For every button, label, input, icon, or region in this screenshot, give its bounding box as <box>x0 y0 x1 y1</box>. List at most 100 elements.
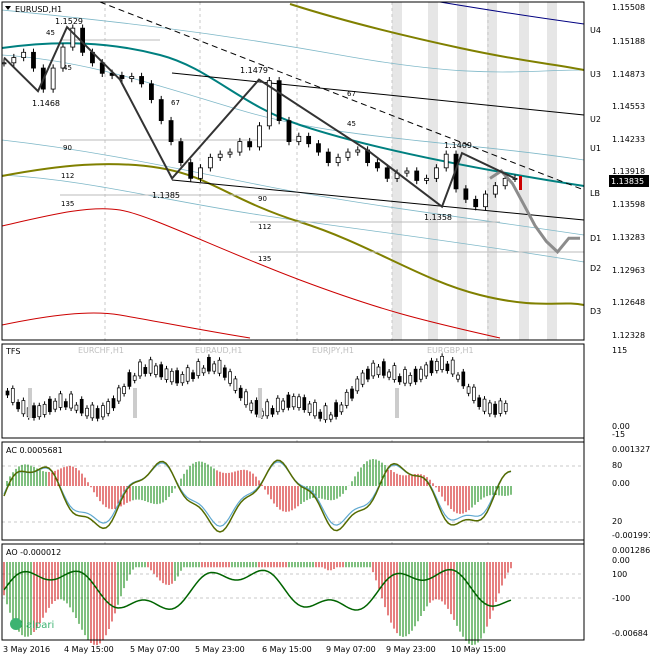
price-candle-body <box>355 149 361 153</box>
tfs-grey-bar <box>258 388 262 418</box>
time-tick: 4 May 15:00 <box>64 645 114 654</box>
price-candle-body <box>483 193 488 208</box>
tfs-bar <box>371 362 376 377</box>
angle-label: 45 <box>347 120 356 128</box>
tfs-bar <box>106 401 111 414</box>
price-tick: 1.13598 <box>612 200 645 209</box>
tfs-bar <box>376 366 381 376</box>
ac-histogram <box>3 459 512 533</box>
price-candle-body <box>296 135 302 142</box>
price-candle-body <box>198 167 203 179</box>
price-candle-body <box>158 99 164 121</box>
tfs-bar <box>95 408 100 419</box>
tfs-bar <box>392 365 397 380</box>
price-candle-body <box>247 141 253 148</box>
tfs-bar <box>148 359 153 374</box>
collapse-arrow-icon[interactable] <box>5 6 11 10</box>
point-label-1358: 1.1358 <box>424 213 452 222</box>
price-tick: 1.14233 <box>612 135 645 144</box>
price-candle-body <box>375 162 380 169</box>
tfs-bar <box>53 400 58 410</box>
current-price-tag <box>609 175 649 187</box>
point-label-1468: 1.1468 <box>32 99 60 108</box>
time-tick: 9 May 07:00 <box>326 645 376 654</box>
tfs-bar <box>244 391 248 406</box>
tfs-bar <box>456 374 460 380</box>
tfs-bar <box>207 356 211 372</box>
price-candle-body <box>404 170 410 174</box>
tfs-axis-tick: 0.00 <box>612 422 630 431</box>
level-label-d2: D2 <box>590 264 601 273</box>
tfs-bar <box>143 367 148 374</box>
tfs-bar <box>397 376 402 383</box>
tfs-bar <box>127 372 132 387</box>
tfs-bar <box>339 404 344 413</box>
price-tick: 1.14553 <box>612 102 645 111</box>
tfs-bar <box>5 390 10 396</box>
price-candle-body <box>178 141 184 163</box>
price-candle-body <box>168 120 174 142</box>
tfs-bar <box>159 364 164 378</box>
price-candle-body <box>1 62 7 65</box>
dashed-trendline <box>99 1 585 191</box>
ao-axis-tick: 0.00 <box>612 556 630 565</box>
tfs-grey-bar <box>395 388 399 418</box>
ao-title: AO -0.000012 <box>6 548 61 557</box>
tfs-pair-label: EURAUD,H1 <box>195 346 242 355</box>
tfs-bar <box>350 388 354 399</box>
price-candle-body <box>11 57 17 64</box>
tfs-bar <box>32 405 36 418</box>
time-tick: 9 May 23:00 <box>386 645 436 654</box>
tfs-bar <box>450 359 455 375</box>
tfs-bar <box>403 369 407 384</box>
projection-line <box>489 169 580 255</box>
level-label-u4: U4 <box>590 26 601 35</box>
red-bottom-line <box>1 312 251 339</box>
tfs-bar <box>344 391 349 406</box>
price-candle-body <box>443 153 449 169</box>
price-candle-body <box>325 151 331 163</box>
tfs-bar <box>169 370 174 383</box>
tfs-bar <box>233 378 238 391</box>
tfs-bar <box>313 402 317 417</box>
tfs-bar <box>275 397 280 413</box>
brand-logo: alpari <box>10 618 54 631</box>
tfs-bar <box>355 378 360 392</box>
point-label-1385: 1.1385 <box>152 191 180 200</box>
tfs-bar <box>445 363 450 372</box>
tfs-bar <box>196 361 201 376</box>
price-candle-body <box>149 83 154 100</box>
tfs-bar <box>58 393 63 408</box>
tfs-bar <box>503 402 508 412</box>
price-candle-body <box>345 151 351 158</box>
price-candle-body <box>424 177 429 181</box>
ao-pane[interactable] <box>2 544 584 640</box>
price-candle-body <box>237 141 243 153</box>
tfs-pane[interactable] <box>2 344 584 438</box>
teal-channel-line <box>1 42 585 187</box>
time-tick: 3 May 2016 <box>3 645 50 654</box>
red-lower-line <box>1 208 501 339</box>
tfs-bar <box>419 368 423 380</box>
price-tick: 1.14873 <box>612 70 645 79</box>
price-series <box>1 24 580 255</box>
tfs-bar <box>69 393 73 409</box>
tfs-bar <box>360 372 365 385</box>
tfs-bar <box>175 370 179 384</box>
ao-line <box>3 568 512 611</box>
tfs-bar <box>413 368 418 383</box>
tfs-bar <box>477 397 482 407</box>
tfs-bar <box>212 363 217 372</box>
price-tick: 1.13918 <box>612 167 645 176</box>
tfs-grey-bar <box>133 388 137 418</box>
session-band <box>519 2 529 340</box>
tfs-grey-bar <box>28 388 32 418</box>
price-candle-body <box>335 156 341 163</box>
tfs-bar <box>297 396 301 408</box>
tfs-bar <box>254 400 259 415</box>
tfs-bar <box>101 405 105 418</box>
session-band <box>547 2 557 340</box>
tfs-bar <box>270 408 275 415</box>
angle-label: 112 <box>258 223 271 231</box>
